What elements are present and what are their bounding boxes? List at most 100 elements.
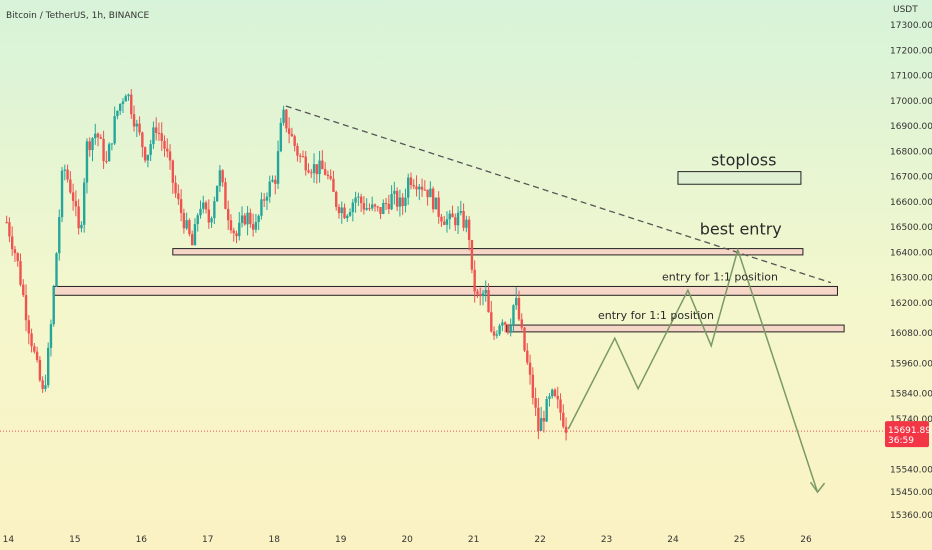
candle[interactable] bbox=[102, 138, 105, 162]
candle[interactable] bbox=[254, 222, 258, 230]
candle[interactable] bbox=[124, 96, 127, 102]
candle[interactable] bbox=[52, 286, 55, 325]
candle[interactable] bbox=[41, 380, 44, 389]
candle[interactable] bbox=[193, 224, 197, 246]
candle[interactable] bbox=[357, 196, 360, 198]
candle[interactable] bbox=[96, 133, 100, 138]
candle[interactable] bbox=[60, 170, 64, 218]
candle[interactable] bbox=[207, 209, 211, 223]
candle[interactable] bbox=[121, 101, 125, 104]
candle[interactable] bbox=[182, 212, 186, 229]
candle[interactable] bbox=[299, 155, 302, 157]
candle[interactable] bbox=[69, 179, 72, 193]
candle[interactable] bbox=[409, 177, 413, 186]
candle[interactable] bbox=[199, 208, 202, 216]
candle[interactable] bbox=[218, 170, 222, 186]
candle[interactable] bbox=[74, 200, 78, 207]
candle[interactable] bbox=[515, 297, 518, 306]
candle[interactable] bbox=[63, 169, 67, 171]
candle[interactable] bbox=[443, 221, 446, 225]
candle[interactable] bbox=[118, 103, 122, 111]
candle[interactable] bbox=[213, 201, 216, 219]
candle[interactable] bbox=[423, 189, 427, 191]
candle[interactable] bbox=[282, 109, 285, 123]
candle[interactable] bbox=[238, 222, 241, 237]
candle[interactable] bbox=[359, 196, 363, 204]
candle[interactable] bbox=[415, 186, 418, 190]
candle[interactable] bbox=[329, 176, 332, 179]
candle[interactable] bbox=[473, 269, 476, 292]
candle[interactable] bbox=[265, 196, 269, 201]
candle[interactable] bbox=[82, 182, 86, 225]
candle[interactable] bbox=[418, 186, 421, 190]
candle[interactable] bbox=[448, 213, 451, 220]
candle[interactable] bbox=[393, 190, 396, 194]
candle[interactable] bbox=[470, 239, 474, 270]
candle[interactable] bbox=[426, 189, 429, 198]
candle[interactable] bbox=[99, 137, 103, 139]
candle[interactable] bbox=[235, 233, 238, 237]
candle[interactable] bbox=[307, 170, 310, 173]
candle[interactable] bbox=[141, 132, 144, 148]
stoploss-box[interactable] bbox=[677, 171, 802, 185]
candle[interactable] bbox=[318, 160, 321, 175]
candle[interactable] bbox=[454, 217, 457, 226]
candle[interactable] bbox=[315, 164, 319, 175]
candle[interactable] bbox=[171, 160, 175, 183]
candle[interactable] bbox=[110, 143, 114, 145]
candle[interactable] bbox=[506, 324, 510, 333]
candle[interactable] bbox=[523, 327, 526, 351]
candle[interactable] bbox=[337, 206, 341, 214]
candle[interactable] bbox=[387, 203, 391, 210]
candle[interactable] bbox=[196, 215, 199, 225]
candle[interactable] bbox=[528, 362, 532, 375]
candle[interactable] bbox=[80, 224, 83, 229]
candle[interactable] bbox=[16, 253, 19, 262]
candle[interactable] bbox=[456, 212, 460, 226]
candle[interactable] bbox=[321, 160, 324, 170]
candle[interactable] bbox=[152, 127, 155, 145]
candle[interactable] bbox=[204, 202, 208, 210]
candle[interactable] bbox=[296, 145, 299, 156]
candle[interactable] bbox=[346, 215, 349, 219]
candle[interactable] bbox=[146, 154, 150, 161]
candle[interactable] bbox=[243, 215, 247, 225]
candle[interactable] bbox=[285, 109, 288, 129]
candle[interactable] bbox=[116, 110, 119, 117]
candle[interactable] bbox=[351, 202, 355, 213]
candle[interactable] bbox=[240, 215, 244, 223]
candle[interactable] bbox=[271, 179, 274, 182]
candle[interactable] bbox=[190, 234, 194, 246]
candle[interactable] bbox=[526, 350, 529, 363]
candle[interactable] bbox=[210, 218, 213, 223]
candle[interactable] bbox=[434, 197, 438, 210]
candle[interactable] bbox=[420, 186, 424, 190]
candle[interactable] bbox=[33, 346, 36, 352]
candle[interactable] bbox=[227, 208, 230, 221]
candle[interactable] bbox=[290, 133, 294, 137]
candle[interactable] bbox=[553, 389, 557, 396]
candle[interactable] bbox=[166, 148, 169, 152]
candle[interactable] bbox=[437, 197, 440, 217]
candle[interactable] bbox=[22, 284, 25, 296]
candle[interactable] bbox=[221, 170, 224, 183]
candle[interactable] bbox=[490, 312, 493, 332]
candle[interactable] bbox=[401, 197, 404, 206]
candle[interactable] bbox=[135, 123, 139, 127]
candle[interactable] bbox=[127, 94, 130, 97]
candle[interactable] bbox=[390, 193, 393, 210]
candle[interactable] bbox=[177, 193, 180, 200]
candle[interactable] bbox=[202, 202, 205, 209]
candle[interactable] bbox=[113, 116, 116, 144]
candle[interactable] bbox=[149, 144, 152, 155]
candle[interactable] bbox=[517, 297, 521, 320]
candle[interactable] bbox=[481, 293, 485, 297]
candle[interactable] bbox=[509, 325, 512, 333]
candle[interactable] bbox=[13, 249, 17, 254]
candle[interactable] bbox=[335, 191, 338, 207]
candle[interactable] bbox=[548, 396, 551, 400]
candle[interactable] bbox=[30, 333, 33, 347]
candle[interactable] bbox=[274, 179, 277, 184]
candle[interactable] bbox=[105, 161, 108, 163]
